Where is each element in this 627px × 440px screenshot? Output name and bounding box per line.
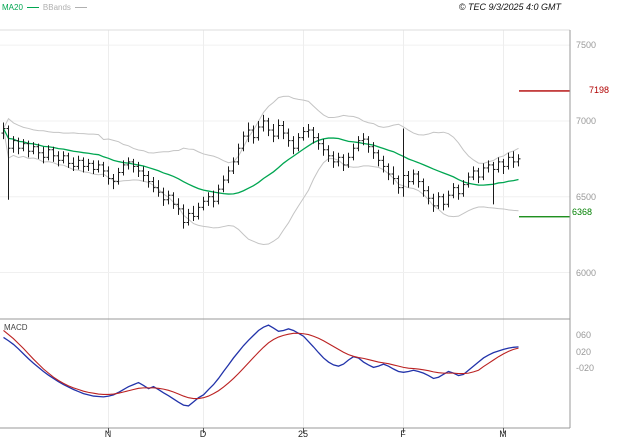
copyright-text: © TEC 9/3/2025 4:0 GMT — [458, 2, 561, 12]
x-label-november: N — [104, 429, 112, 439]
bbands-line-swatch — [74, 7, 87, 8]
x-label-december: D — [199, 429, 207, 439]
macd-panel-label: MACD — [4, 323, 28, 332]
legend: MA20 BBands — [2, 3, 87, 12]
x-label-february: F — [400, 429, 406, 439]
support-level-label: 6368 — [572, 207, 593, 217]
ma20-line-swatch — [26, 7, 39, 8]
price-tick-7500: 7500 — [576, 40, 597, 50]
macd-tick-neg-020: -020 — [576, 363, 595, 373]
legend-ma20-label: MA20 — [2, 3, 23, 12]
price-tick-6500: 6500 — [576, 192, 597, 202]
x-label-2025: 25 — [297, 429, 309, 439]
macd-tick-060: 060 — [576, 330, 592, 340]
price-tick-6000: 6000 — [576, 268, 597, 278]
macd-tick-020: 020 — [576, 347, 592, 357]
resistance-level-label: 7198 — [589, 85, 610, 95]
legend-bbands-label: BBands — [42, 3, 71, 12]
price-tick-7000: 7000 — [576, 116, 597, 126]
x-label-march: M — [499, 429, 507, 439]
